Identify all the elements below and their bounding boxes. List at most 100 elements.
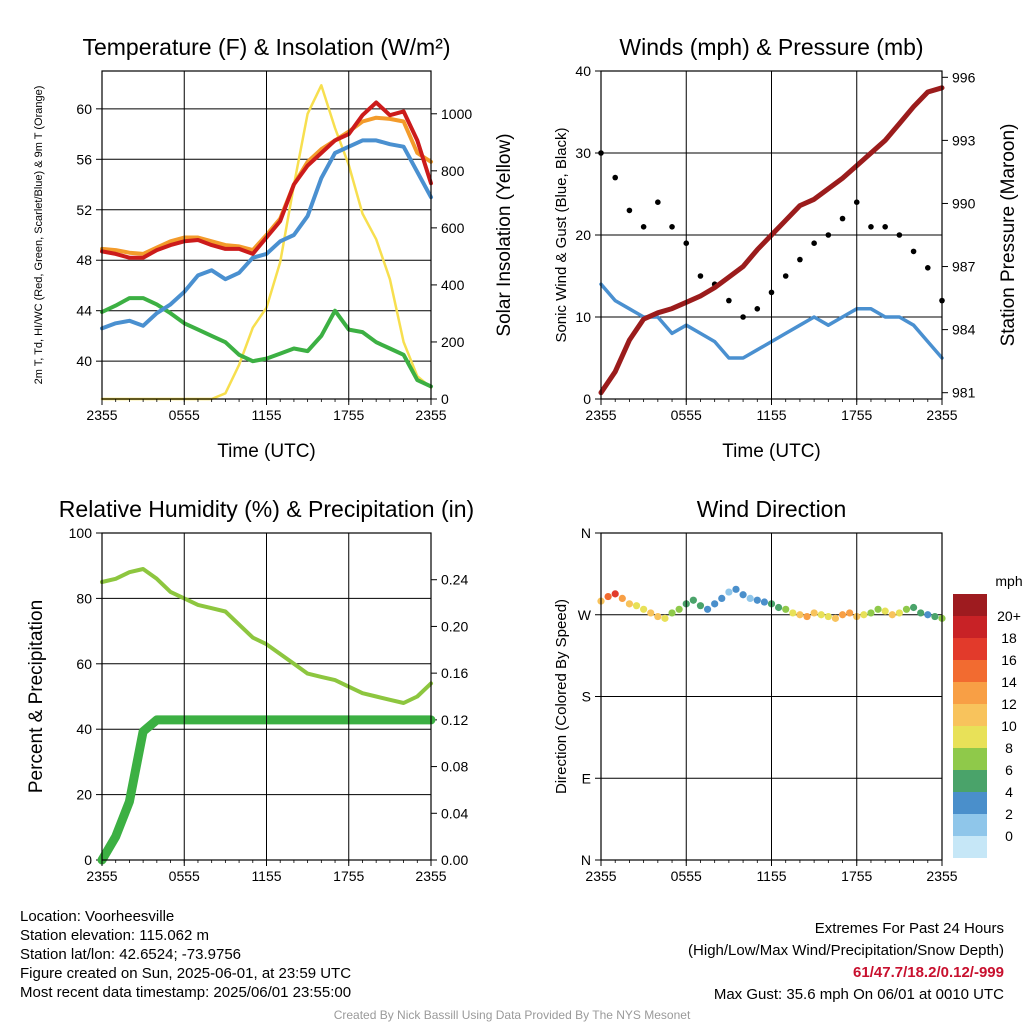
legend-swatch [953,616,987,638]
station-latlon: Station lat/lon: 42.6524; -73.9756 [20,946,242,963]
y-tick-label: 0 [84,852,92,868]
y-axis-label: Sonic Wind & Gust (Blue, Black) [553,127,570,342]
y2-tick-label: 984 [952,322,976,338]
gust-point [612,174,619,181]
gust-point [882,224,888,230]
y2-tick-label: 0.12 [441,712,468,728]
direction-point [888,611,896,619]
y-tick-label: 60 [76,101,92,117]
direction-point [817,611,825,619]
station-location: Location: Voorheesville [20,908,175,925]
x-tick-label: 1155 [251,407,281,423]
plot-frame [600,70,943,400]
x-tick-label: 2355 [585,868,616,884]
direction-point [909,603,918,612]
x-axis-label: Time (UTC) [217,441,316,462]
chart-title: Winds (mph) & Pressure (mb) [619,34,923,60]
plot-frame [600,532,943,861]
legend-title: mph [995,573,1022,589]
y-tick-label: 56 [76,151,92,167]
chart-title: Temperature (F) & Insolation (W/m²) [82,34,450,60]
y2-axis-label: Station Pressure (Maroon) [998,124,1019,347]
direction-point [860,611,868,619]
y2-tick-label: 0.24 [441,572,468,588]
legend-swatch [953,748,987,770]
x-tick-label: 2355 [415,407,446,423]
direction-point [824,612,832,621]
legend-label: 0 [1005,828,1013,844]
direction-point [782,605,790,613]
direction-point [831,614,840,622]
direction-point [632,602,641,610]
y-tick-label: 80 [76,590,92,606]
direction-point [846,609,854,617]
y-tick-label: E [582,770,591,786]
direction-point [654,612,662,621]
x-tick-label: 1755 [841,868,872,884]
y2-tick-label: 0.00 [441,852,468,868]
x-tick-label: 0555 [169,407,200,423]
y-tick-label: 40 [575,63,591,79]
y-tick-label: S [582,689,591,705]
extremes-title: Extremes For Past 24 Hours [814,920,1004,937]
y2-tick-label: 996 [952,69,976,85]
credit-line: Created By Nick Bassill Using Data Provi… [333,1008,691,1022]
gust-point [669,224,675,230]
direction-point [789,609,797,617]
direction-point [924,611,932,619]
direction-point [703,605,712,613]
legend-swatch [953,814,987,836]
y2-tick-label: 0 [441,391,449,407]
direction-point [775,603,783,612]
y-axis-label: Direction (Colored By Speed) [553,599,570,794]
humidity-precipitation-chart: 0 20 40 60 80 100 0.00 0.04 0.08 0.12 0.16 0.20 0.24… [26,496,474,884]
legend-swatch [953,792,987,814]
y-tick-label: 0 [583,391,591,407]
legend-swatch [953,770,987,792]
y-tick-label: 100 [69,525,93,541]
x-tick-label: 0555 [671,868,702,884]
x-tick-label: 1755 [841,407,872,423]
x-tick-label: 1155 [756,868,786,884]
direction-point [696,602,705,610]
y-axis-label: 2m T, Td, HI/WC (Red, Green, Scarlet/Blu… [33,86,45,385]
figure-created: Figure created on Sun, 2025-06-01, at 23… [20,965,352,982]
legend-swatch [953,704,987,726]
extremes-description: (High/Low/Max Wind/Precipitation/Snow De… [688,942,1004,959]
direction-point [718,594,726,603]
y2-tick-label: 600 [441,220,465,236]
gust-point [655,199,661,205]
gust-point [825,232,832,238]
chart-title: Wind Direction [697,496,847,522]
direction-point [902,605,911,613]
y2-tick-label: 800 [441,163,465,179]
gust-point [697,273,704,279]
x-tick-label: 2355 [926,868,957,884]
x-tick-label: 0555 [671,407,702,423]
direction-point [895,609,903,617]
gust-point [924,265,931,271]
direction-point [810,609,818,617]
direction-point [604,592,612,601]
direction-point [760,598,768,606]
direction-point [675,605,683,613]
winds-pressure-chart: 0 10 20 30 40 981 984 987 990 993 996 2355 0555 1155 1… [553,34,1019,462]
y-tick-label: 10 [575,309,591,325]
y2-tick-label: 1000 [441,106,472,122]
direction-point [867,609,875,617]
gust-point [726,297,732,304]
y-tick-label: 52 [76,202,92,218]
y2-tick-label: 200 [441,334,465,350]
y-tick-label: 40 [76,721,92,737]
legend-swatch [953,836,987,858]
direction-point [732,585,740,593]
legend-swatch [953,726,987,748]
direction-point [746,594,754,603]
gust-point [896,232,903,238]
y2-tick-label: 987 [952,259,976,275]
direction-point [917,609,925,617]
y-tick-label: N [581,525,591,541]
